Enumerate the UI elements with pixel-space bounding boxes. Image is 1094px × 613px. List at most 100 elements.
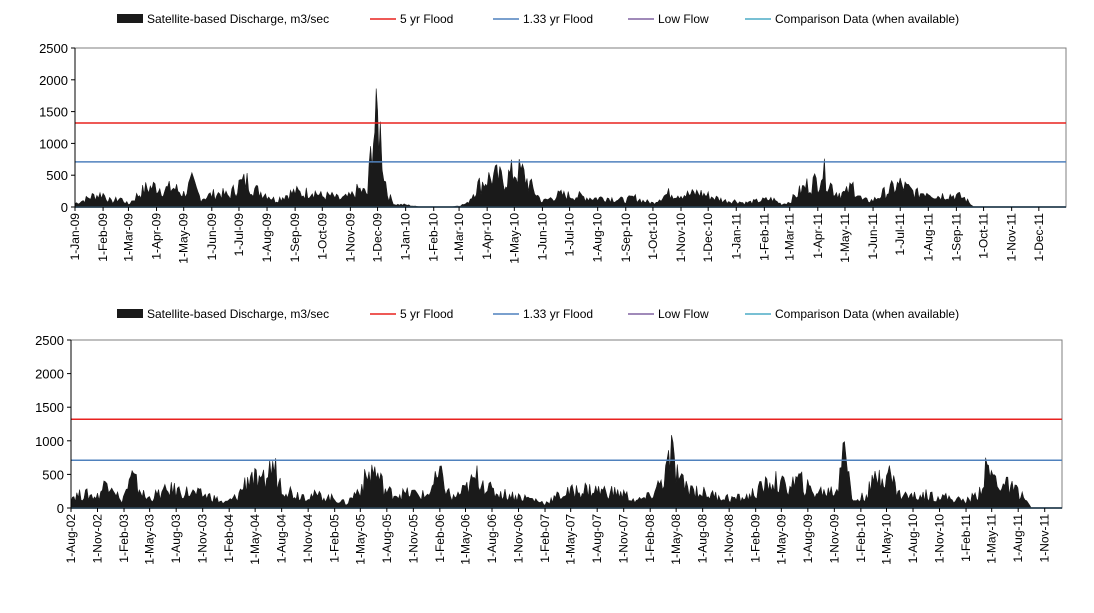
x-tick-label: 1-Dec-09 xyxy=(371,213,385,263)
x-tick-label: 1-May-07 xyxy=(564,514,578,565)
x-tick-label: 1-Aug-07 xyxy=(590,514,604,564)
y-tick-label: 1000 xyxy=(35,434,64,449)
x-tick-label: 1-Feb-04 xyxy=(222,514,236,563)
x-tick-label: 1-Aug-10 xyxy=(906,514,920,564)
legend: Satellite-based Discharge, m3/sec 5 yr Fl… xyxy=(117,307,959,321)
x-tick-label: 1-May-06 xyxy=(458,514,472,565)
x-tick-label: 1-Aug-11 xyxy=(1011,514,1025,563)
x-tick-label: 1-Feb-11 xyxy=(757,213,771,261)
x-tick-label: 1-Jun-10 xyxy=(535,213,549,261)
series-discharge-area xyxy=(70,435,1032,509)
x-tick-label: 1-May-09 xyxy=(177,213,191,264)
x-tick-label: 1-Aug-11 xyxy=(921,213,935,262)
x-tick-label: 1-Feb-09 xyxy=(749,514,763,563)
x-tick-label: 1-Aug-08 xyxy=(696,514,710,564)
x-tick-label: 1-Aug-03 xyxy=(169,514,183,564)
x-tick-label: 1-Oct-11 xyxy=(977,213,991,259)
x-tick-label: 1-Sep-09 xyxy=(288,213,302,263)
x-tick-label: 1-Feb-10 xyxy=(427,213,441,262)
x-tick-label: 1-Apr-11 xyxy=(811,213,825,259)
legend-swatch-discharge xyxy=(117,309,143,318)
x-tick-label: 1-Jan-09 xyxy=(68,213,82,261)
x-tick-label: 1-Nov-09 xyxy=(827,514,841,564)
x-tick-label: 1-Nov-11 xyxy=(1038,514,1052,563)
x-tick-label: 1-Mar-09 xyxy=(121,213,135,262)
series-discharge-area xyxy=(74,88,975,208)
y-tick-label: 0 xyxy=(61,200,68,215)
x-tick-label: 1-Aug-05 xyxy=(380,514,394,564)
legend-label-comparison: Comparison Data (when available) xyxy=(775,307,959,321)
x-tick-label: 1-Dec-11 xyxy=(1032,213,1046,262)
x-tick-label: 1-Aug-10 xyxy=(591,213,605,263)
x-tick-label: 1-Apr-10 xyxy=(480,213,494,260)
x-tick-label: 1-Feb-09 xyxy=(96,213,110,262)
legend-swatch-discharge xyxy=(117,14,143,23)
x-tick-label: 1-Nov-04 xyxy=(301,514,315,564)
legend-label-discharge: Satellite-based Discharge, m3/sec xyxy=(147,307,329,321)
x-tick-label: 1-Mar-11 xyxy=(783,213,797,261)
x-tick-label: 1-May-10 xyxy=(880,514,894,565)
x-tick-label: 1-Jul-11 xyxy=(893,213,907,256)
x-tick-label: 1-Nov-02 xyxy=(91,514,105,564)
legend-label-low_flow: Low Flow xyxy=(658,307,709,321)
x-tick-label: 1-Nov-08 xyxy=(722,514,736,564)
y-tick-label: 0 xyxy=(57,501,64,516)
x-tick-label: 1-Aug-02 xyxy=(64,514,78,564)
x-tick-label: 1-Aug-04 xyxy=(275,514,289,564)
x-tick-label: 1-Nov-10 xyxy=(933,514,947,564)
y-tick-label: 500 xyxy=(42,467,64,482)
x-tick-label: 1-May-10 xyxy=(507,213,521,264)
y-tick-label: 500 xyxy=(46,168,68,183)
x-tick-label: 1-Dec-10 xyxy=(701,213,715,263)
x-tick-label: 1-Aug-06 xyxy=(485,514,499,564)
x-tick-label: 1-Feb-11 xyxy=(959,514,973,562)
x-tick-label: 1-Feb-03 xyxy=(117,514,131,563)
x-tick-label: 1-Jul-09 xyxy=(232,213,246,257)
y-tick-label: 2000 xyxy=(39,73,68,88)
x-tick-label: 1-Jun-11 xyxy=(866,213,880,260)
y-tick-label: 2500 xyxy=(39,41,68,56)
x-tick-label: 1-Feb-08 xyxy=(643,514,657,563)
legend-label-flood_133yr: 1.33 yr Flood xyxy=(523,12,593,26)
x-axis: 1-Aug-02 1-Nov-02 1-Feb-03 1-May-03 1-Aug-03… xyxy=(64,507,1062,565)
x-tick-label: 1-Nov-06 xyxy=(512,514,526,564)
x-tick-label: 1-May-05 xyxy=(353,514,367,565)
y-tick-label: 2500 xyxy=(35,333,64,348)
y-axis: 0 500 1000 1500 2000 2500 xyxy=(39,41,76,215)
x-tick-label: 1-May-09 xyxy=(774,514,788,565)
legend-label-low_flow: Low Flow xyxy=(658,12,709,26)
chart-panel-1: Satellite-based Discharge, m3/sec 5 yr Fl… xyxy=(39,12,1067,264)
y-tick-label: 1500 xyxy=(39,105,68,120)
x-tick-label: 1-Nov-05 xyxy=(406,514,420,564)
x-tick-label: 1-Nov-10 xyxy=(674,213,688,263)
legend-label-comparison: Comparison Data (when available) xyxy=(775,12,959,26)
x-tick-label: 1-Nov-03 xyxy=(196,514,210,564)
x-tick-label: 1-Nov-09 xyxy=(343,213,357,263)
x-tick-label: 1-Sep-10 xyxy=(619,213,633,263)
x-tick-label: 1-Oct-10 xyxy=(646,213,660,260)
x-tick-label: 1-Jun-09 xyxy=(205,213,219,261)
x-tick-label: 1-Jan-10 xyxy=(399,213,413,261)
x-tick-label: 1-Nov-11 xyxy=(1005,213,1019,262)
x-tick-label: 1-May-04 xyxy=(248,514,262,565)
y-axis: 0 500 1000 1500 2000 2500 xyxy=(35,333,72,516)
y-tick-label: 1000 xyxy=(39,136,68,151)
x-tick-label: 1-Aug-09 xyxy=(260,213,274,263)
x-tick-label: 1-Feb-10 xyxy=(854,514,868,563)
x-tick-label: 1-Apr-09 xyxy=(150,213,164,260)
x-tick-label: 1-Nov-07 xyxy=(617,514,631,564)
plot-area xyxy=(74,47,1067,208)
x-tick-label: 1-Feb-05 xyxy=(328,514,342,563)
x-tick-label: 1-May-11 xyxy=(838,213,852,263)
y-tick-label: 1500 xyxy=(35,400,64,415)
legend-label-flood_5yr: 5 yr Flood xyxy=(400,12,453,26)
legend-label-discharge: Satellite-based Discharge, m3/sec xyxy=(147,12,329,26)
legend-label-flood_5yr: 5 yr Flood xyxy=(400,307,453,321)
chart-panel-2: Satellite-based Discharge, m3/sec 5 yr Fl… xyxy=(35,307,1063,565)
x-tick-label: 1-Feb-07 xyxy=(538,514,552,563)
legend: Satellite-based Discharge, m3/sec 5 yr Fl… xyxy=(117,12,959,26)
x-tick-label: 1-Jul-10 xyxy=(563,213,577,257)
x-tick-label: 1-Oct-09 xyxy=(315,213,329,260)
